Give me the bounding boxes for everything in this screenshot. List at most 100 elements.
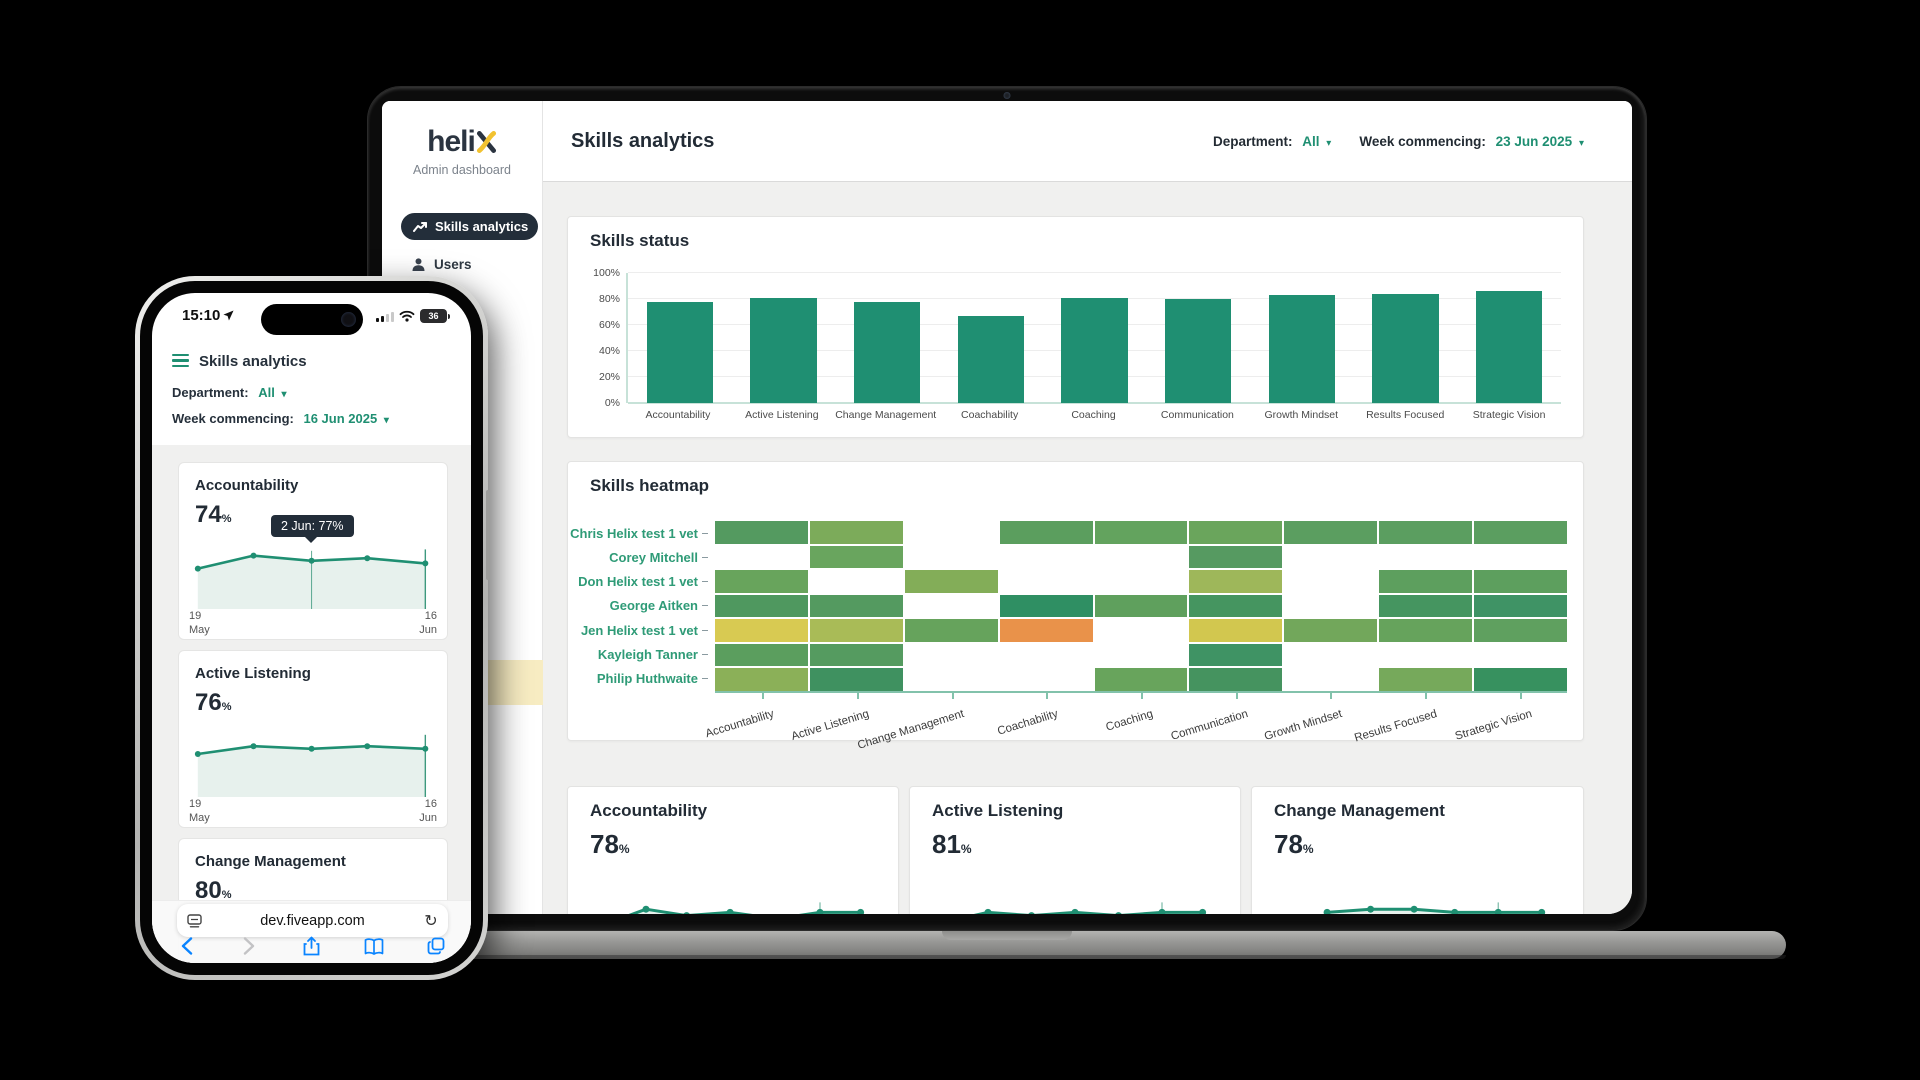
spark-point: [364, 743, 371, 750]
column-tick: [857, 693, 859, 699]
sidebar-item-skills-analytics[interactable]: Skills analytics: [401, 213, 538, 240]
row-tick: [702, 532, 708, 534]
share-button[interactable]: [297, 936, 327, 956]
sparkline-chart: [1323, 902, 1546, 914]
card-value: 74%: [195, 501, 231, 529]
department-dropdown[interactable]: All: [1302, 133, 1320, 149]
time-text: 15:10: [182, 307, 221, 324]
heatmap-cell-3-7: [1379, 594, 1473, 618]
sparkline-chart: [628, 902, 865, 914]
back-button[interactable]: [172, 937, 202, 955]
heatmap-column-label: Communication: [1169, 708, 1250, 743]
status-bar-7: [1372, 293, 1439, 403]
spark-point: [1494, 908, 1502, 914]
spark-point: [1158, 908, 1166, 914]
axis-end: 16 Jun: [419, 610, 437, 636]
row-tick: [702, 654, 708, 656]
x-axis-label: Accountability: [645, 409, 711, 421]
header-filters: Department: All ▾ Week commencing: 23 Ju…: [1213, 134, 1584, 149]
card-title: Skills status: [590, 231, 690, 250]
spark-point: [308, 557, 315, 564]
heatmap-row: Jen Helix test 1 vet: [568, 618, 708, 642]
phone-week-filter: Week commencing: 16 Jun 2025 ▾: [172, 411, 389, 426]
sidebar-item-users[interactable]: Users: [412, 257, 472, 272]
spark-point: [1028, 912, 1035, 914]
week-dropdown[interactable]: 23 Jun 2025: [1495, 133, 1573, 149]
spark-point: [364, 555, 371, 562]
heatmap-cell-3-6: [1284, 595, 1377, 618]
url-bar[interactable]: dev.fiveapp.com ↻: [177, 904, 448, 937]
tabs-button[interactable]: [421, 937, 451, 955]
reload-icon[interactable]: ↻: [424, 912, 438, 930]
heatmap-cell-6-7: [1379, 668, 1473, 691]
url-text[interactable]: dev.fiveapp.com: [260, 912, 365, 929]
percent-unit: %: [618, 842, 630, 856]
heatmap-cell-6-3: [1000, 668, 1093, 691]
spark-point: [1367, 905, 1375, 913]
x-axis-line: [628, 402, 1561, 404]
heatmap-row: Kayleigh Tanner: [568, 642, 708, 666]
heatmap-cell-2-3: [1000, 570, 1093, 593]
hamburger-menu-button[interactable]: [172, 354, 189, 367]
chevron-down-icon[interactable]: ▾: [383, 415, 389, 426]
heatmap-cell-3-8: [1474, 594, 1567, 618]
page-settings-icon[interactable]: [177, 913, 211, 928]
week-dropdown[interactable]: 16 Jun 2025: [303, 411, 378, 426]
heatmap-cell-1-8: [1474, 546, 1567, 569]
status-bar-8: [1476, 291, 1543, 403]
heatmap-row-label: Don Helix test 1 vet: [578, 574, 698, 590]
heatmap-cell-4-1: [809, 619, 903, 642]
heatmap-cell-0-4: [1094, 521, 1188, 544]
department-dropdown[interactable]: All: [258, 385, 275, 400]
status-time: 15:10: [182, 307, 234, 324]
heatmap-cell-2-2: [904, 570, 998, 593]
heatmap-column-label: Coachability: [996, 708, 1060, 738]
heatmap-cell-1-6: [1284, 546, 1377, 569]
bookmarks-button[interactable]: [359, 937, 389, 955]
chevron-down-icon[interactable]: ▾: [281, 389, 287, 400]
phone-frame: 15:10 36: [135, 276, 488, 980]
logo-x-icon: [476, 131, 496, 153]
phone-power-button: [486, 490, 490, 580]
heatmap-cell-2-8: [1474, 570, 1567, 593]
chevron-down-icon[interactable]: ▾: [1326, 137, 1332, 149]
phone-department-filter: Department: All ▾: [172, 385, 286, 400]
heatmap-cell-4-4: [1095, 619, 1188, 642]
forward-button[interactable]: [234, 937, 264, 955]
column-tick: [1425, 693, 1427, 699]
heatmap-cell-3-5: [1189, 594, 1283, 618]
heatmap-cell-2-5: [1189, 570, 1283, 593]
chevron-down-icon[interactable]: ▾: [1578, 137, 1584, 149]
chart-tooltip: 2 Jun: 77%: [271, 515, 354, 543]
axis-end: 16 Jun: [419, 798, 437, 824]
logo: heli: [382, 125, 542, 159]
spark-point: [1071, 908, 1079, 914]
column-tick: [762, 693, 765, 699]
heatmap-cell-0-0: [715, 521, 808, 544]
skill-card-title: Active Listening: [932, 801, 1064, 820]
column-tick: [1330, 693, 1333, 699]
skill-card-value: 81%: [932, 829, 972, 860]
user-icon: [412, 257, 425, 271]
camera-icon: [340, 312, 356, 327]
phone-content: Accountability 74% 19 May 16 Jun 2 Jun: 77…: [152, 445, 471, 963]
spark-point: [1115, 912, 1122, 914]
heatmap-column-label: Strategic Vision: [1453, 708, 1534, 743]
heatmap-cell-4-0: [715, 619, 808, 642]
x-axis-label: Growth Mindset: [1264, 409, 1339, 421]
laptop-screen: heli Admin dashboard Skills analytics: [382, 101, 1632, 914]
bar-chart: 0% 20% 40% 60% 80% 100%: [593, 267, 1561, 409]
heatmap-column-label: Change Management: [855, 708, 966, 752]
heatmap-cell-2-7: [1379, 570, 1473, 593]
heatmap-cell-0-7: [1379, 521, 1473, 544]
sidebar-item-label: Skills analytics: [435, 219, 529, 234]
heatmap-row: Don Helix test 1 vet: [568, 570, 708, 594]
week-filter: Week commencing: 23 Jun 2025 ▾: [1359, 134, 1584, 149]
phone-bezel: 15:10 36: [140, 281, 483, 975]
card-title: Accountability: [195, 477, 299, 494]
laptop-base: [228, 931, 1786, 959]
heatmap-cell-0-1: [809, 521, 903, 544]
page-header: Skills analytics Department: All ▾ Week …: [543, 101, 1632, 182]
main-content: Skills status 0% 20% 40% 60% 80% 100% Account…: [543, 182, 1632, 914]
heatmap-cell-3-4: [1094, 594, 1188, 618]
